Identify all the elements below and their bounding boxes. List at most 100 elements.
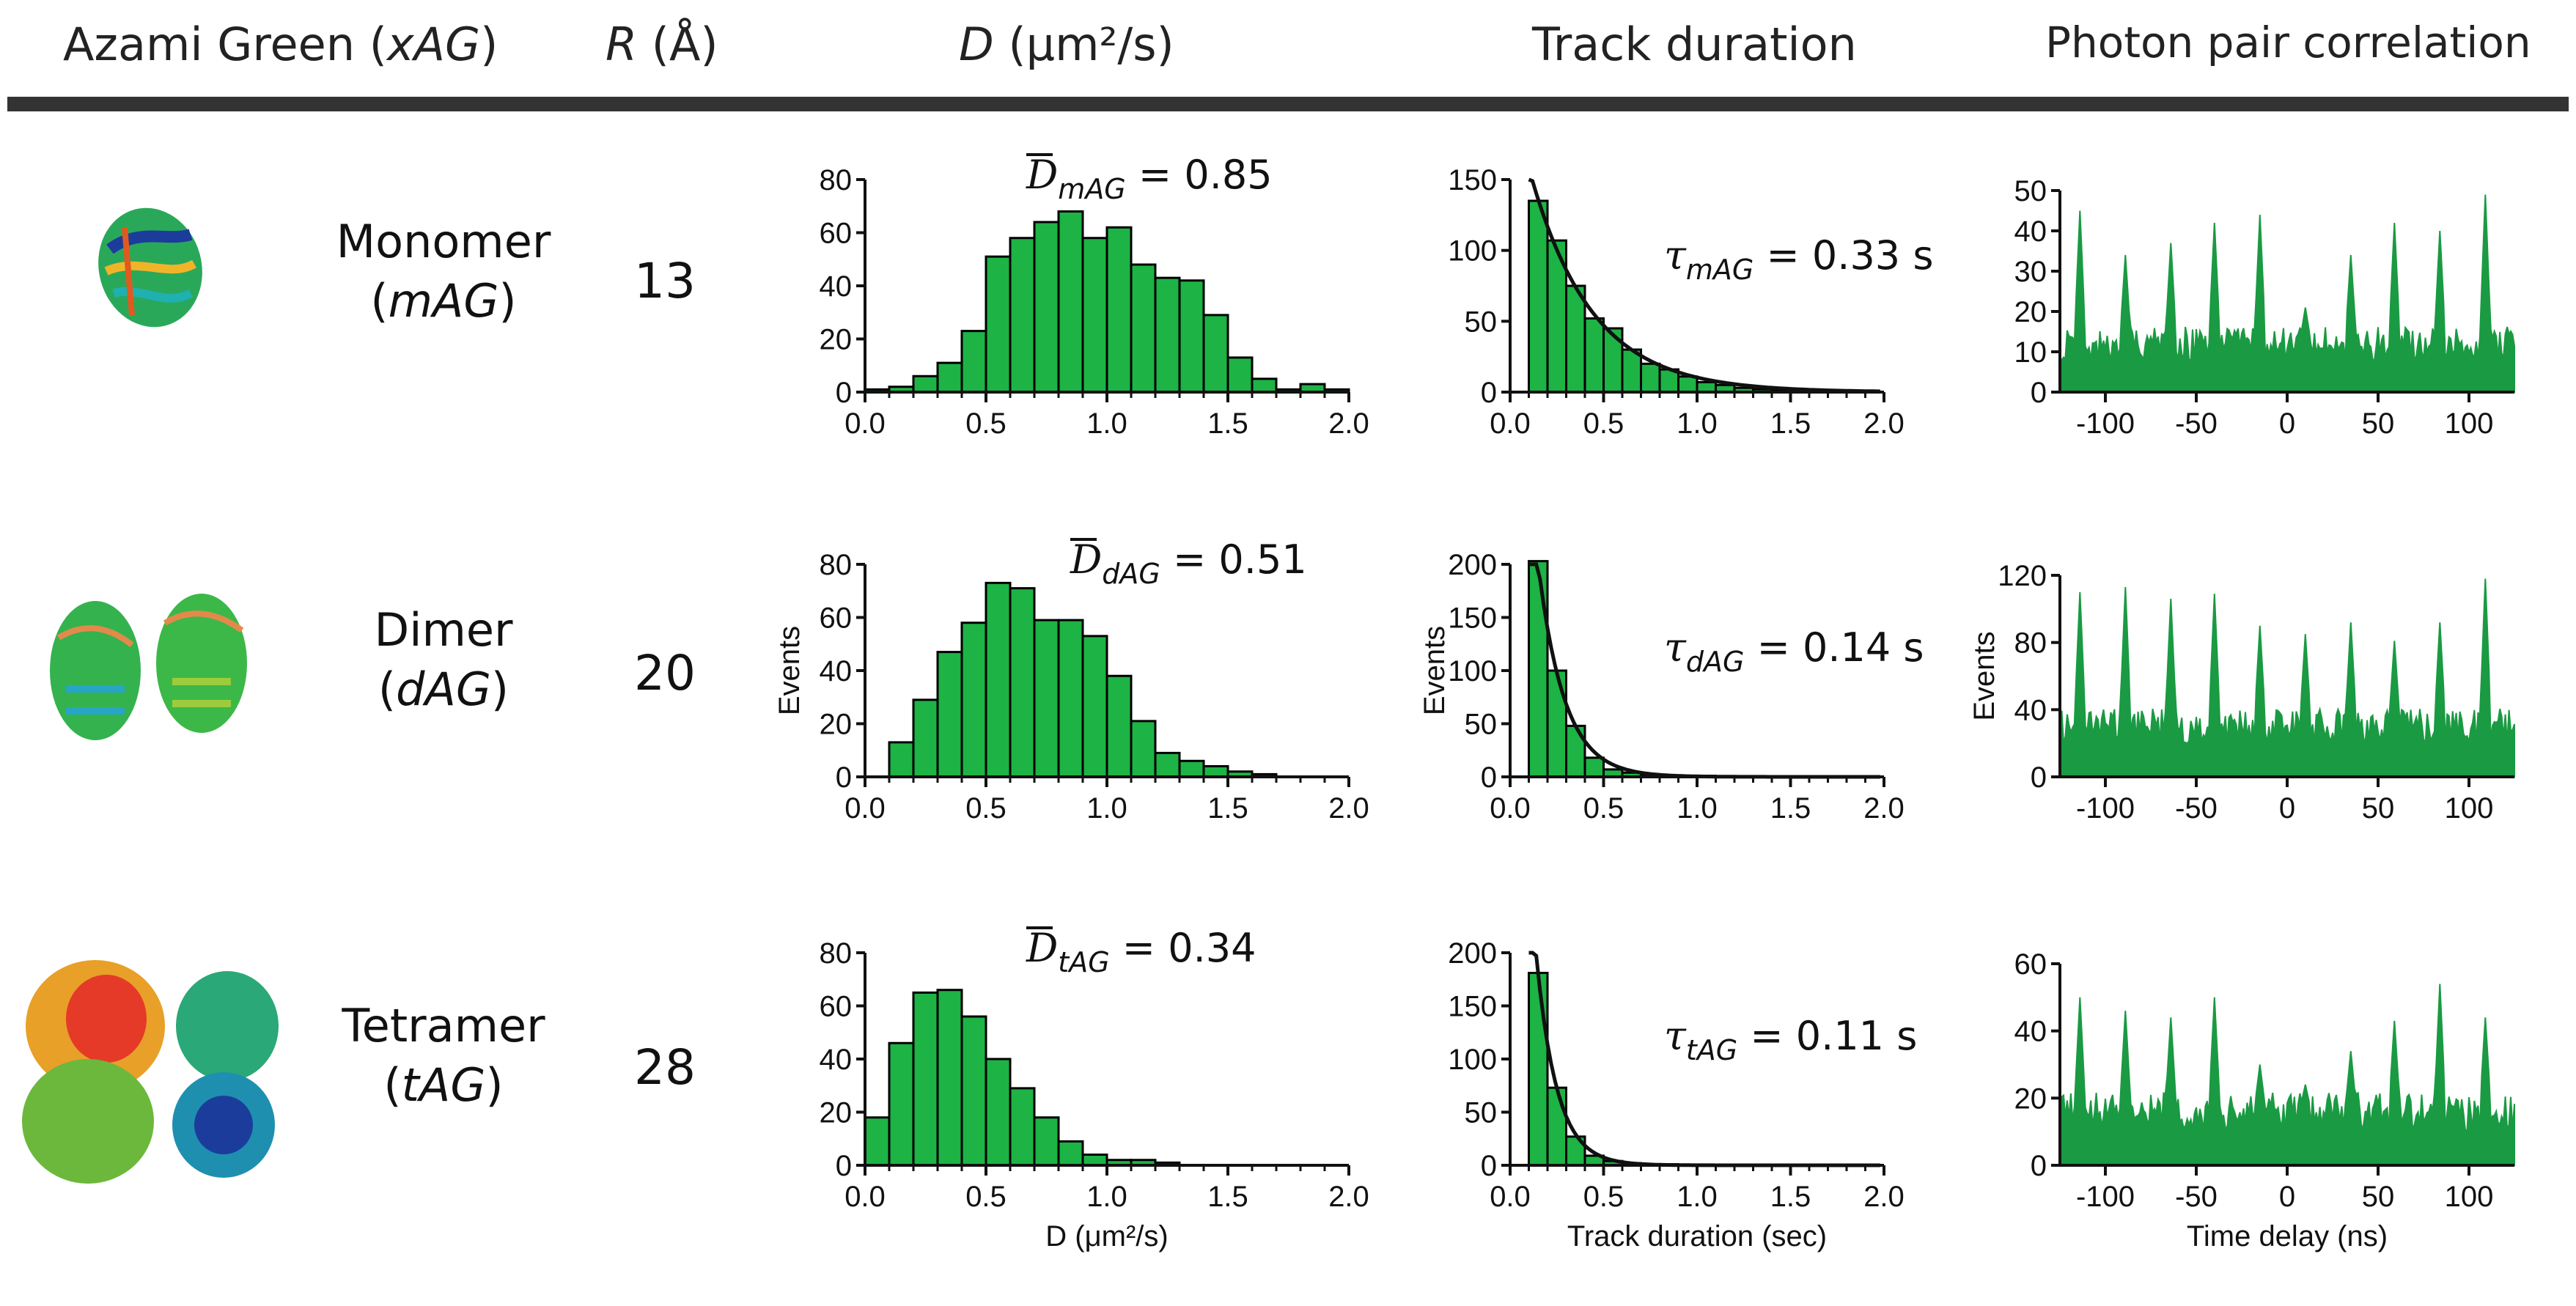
x-tick-label: 0.5 [965, 1181, 1007, 1213]
x-tick-label: -100 [2076, 792, 2135, 824]
y-tick-label: 30 [2014, 256, 2047, 288]
bar [1546, 1086, 1567, 1167]
y-tick-label: 150 [1448, 991, 1497, 1023]
y-tick-label: 80 [2014, 627, 2047, 660]
x-tick-label: 0.5 [1583, 407, 1624, 440]
bar [960, 330, 987, 394]
x-tick-label: 1.0 [1677, 792, 1718, 824]
bar [864, 1116, 891, 1167]
annotation: DdAG = 0.51 [1070, 536, 1307, 590]
bar [1033, 221, 1060, 394]
bar [1202, 765, 1229, 778]
y-tick-label: 50 [2014, 175, 2047, 207]
x-tick-label: 100 [2445, 1181, 2494, 1213]
bar [1057, 1140, 1084, 1167]
x-tick-label: 50 [2362, 1181, 2395, 1213]
x-tick-label: 100 [2445, 407, 2494, 440]
annotation: τmAG = 0.33 s [1664, 232, 1933, 286]
bar [1130, 720, 1157, 778]
y-axis-label: Events [1968, 631, 2001, 720]
bar [1640, 362, 1661, 394]
x-axis-label: Track duration (sec) [1567, 1220, 1827, 1252]
y-tick-label: 50 [1465, 709, 1498, 741]
chart-d-histogram-dimer: 0 20 40 60 80 0.0 0.5 1.0 1.5 2.0 Events DdAG = 0.5… [773, 536, 1369, 824]
bar [1057, 210, 1084, 394]
x-tick-label: 0.0 [844, 1181, 886, 1213]
y-tick-label: 150 [1448, 602, 1497, 635]
y-axis-label: Events [773, 626, 806, 715]
x-tick-label: -100 [2076, 407, 2135, 440]
x-tick-label: 50 [2362, 792, 2395, 824]
y-tick-label: 100 [1448, 1044, 1497, 1076]
y-tick-label: 50 [1465, 1097, 1498, 1129]
x-tick-label: 0 [2279, 792, 2295, 824]
bar [1602, 327, 1624, 394]
bar [912, 698, 939, 778]
x-tick-label: 1.5 [1770, 792, 1811, 824]
bar [1033, 1116, 1060, 1167]
header-col-xag: Azami Green (xAG) [63, 18, 498, 71]
annotation: DmAG = 0.85 [1026, 152, 1273, 205]
y-tick-label: 200 [1448, 549, 1497, 581]
y-axis-label: Events [1418, 626, 1451, 715]
x-tick-label: 0.0 [1490, 1181, 1531, 1213]
x-tick-label: 0 [2279, 1181, 2295, 1213]
y-tick-label: 0 [2031, 1150, 2047, 1182]
y-tick-label: 20 [820, 324, 853, 356]
bar [1154, 751, 1181, 778]
row-label-dimer: Dimer (dAG) [374, 603, 513, 716]
y-tick-label: 100 [1448, 235, 1497, 268]
y-tick-label: 60 [820, 218, 853, 250]
y-tick-label: 20 [820, 1097, 853, 1129]
annotation: τdAG = 0.14 s [1664, 624, 1924, 678]
bar [888, 741, 915, 778]
row-label-monomer: Monomer (mAG) [336, 215, 551, 328]
annotation: DtAG = 0.34 [1026, 925, 1256, 978]
y-tick-label: 0 [836, 1150, 852, 1182]
x-tick-label: -50 [2175, 1181, 2218, 1213]
x-tick-label: 1.0 [1677, 1181, 1718, 1213]
bar [1081, 237, 1108, 394]
chart-photon-correlation-tetramer: 0 20 40 60 -100 -50 0 50 100 Time delay (ns) [2014, 948, 2515, 1252]
y-tick-label: 60 [2014, 948, 2047, 981]
header-col-d: D (μm²/s) [959, 18, 1174, 71]
chart-track-duration-dimer: 0 50 100 150 200 0.0 0.5 1.0 1.5 2.0 Events τdAG = … [1418, 549, 1924, 824]
row-r-dimer: 20 [634, 645, 696, 701]
row-r-tetramer: 28 [634, 1039, 696, 1096]
fit-curve [1528, 177, 1880, 394]
bar [1105, 226, 1133, 394]
bar [1202, 314, 1229, 394]
header-col-r: R (Å) [606, 18, 718, 71]
bar [1057, 619, 1084, 778]
chart-track-duration-tetramer: 0 50 100 150 200 0.0 0.5 1.0 1.5 2.0 Track duratio… [1448, 937, 1917, 1252]
y-tick-label: 60 [820, 602, 853, 635]
bar [1009, 587, 1036, 778]
y-tick-label: 80 [820, 164, 853, 196]
x-tick-label: 1.5 [1770, 407, 1811, 440]
x-tick-label: 100 [2445, 792, 2494, 824]
chart-photon-correlation-monomer: 0 10 20 30 40 50 -100 -50 0 50 100 [2014, 175, 2515, 440]
y-tick-label: 40 [2014, 215, 2047, 248]
bar [985, 255, 1012, 394]
y-tick-label: 40 [820, 270, 853, 303]
bar [1154, 276, 1181, 394]
y-tick-label: 80 [820, 937, 853, 970]
correlation-trace [2059, 578, 2515, 778]
x-tick-label: -50 [2175, 792, 2218, 824]
y-tick-label: 80 [820, 549, 853, 581]
x-axis-label: Time delay (ns) [2187, 1220, 2388, 1252]
bar [1546, 669, 1567, 778]
y-tick-label: 20 [2014, 1082, 2047, 1115]
bar [1226, 356, 1254, 394]
y-tick-label: 40 [820, 655, 853, 687]
bar [1677, 375, 1699, 394]
bar [888, 1041, 915, 1167]
chart-track-duration-monomer: 0 50 100 150 0.0 0.5 1.0 1.5 2.0 τmAG = 0.33 s [1448, 164, 1933, 440]
row-r-monomer: 13 [634, 253, 696, 309]
bar [960, 1015, 987, 1167]
x-tick-label: 1.5 [1770, 1181, 1811, 1213]
y-tick-label: 150 [1448, 164, 1497, 196]
y-tick-label: 0 [2031, 377, 2047, 409]
x-tick-label: 1.0 [1086, 1181, 1127, 1213]
row-label-tetramer: Tetramer (tAG) [342, 999, 545, 1112]
